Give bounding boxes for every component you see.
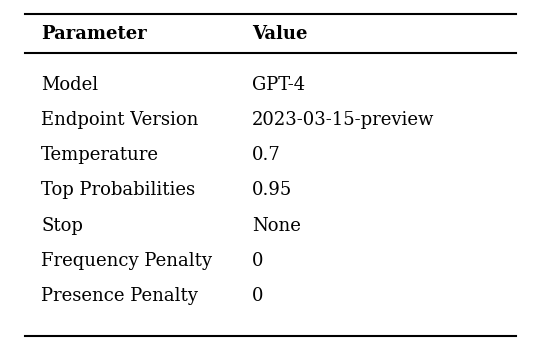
- Text: 0.7: 0.7: [252, 146, 281, 164]
- Text: Stop: Stop: [41, 217, 83, 235]
- Text: Parameter: Parameter: [41, 25, 147, 43]
- Text: Endpoint Version: Endpoint Version: [41, 111, 198, 129]
- Text: Top Probabilities: Top Probabilities: [41, 182, 195, 200]
- Text: None: None: [252, 217, 301, 235]
- Text: 2023-03-15-preview: 2023-03-15-preview: [252, 111, 435, 129]
- Text: Value: Value: [252, 25, 308, 43]
- Text: Model: Model: [41, 76, 98, 94]
- Text: 0: 0: [252, 287, 264, 305]
- Text: 0.95: 0.95: [252, 182, 293, 200]
- Text: Temperature: Temperature: [41, 146, 159, 164]
- Text: 0: 0: [252, 252, 264, 270]
- Text: Presence Penalty: Presence Penalty: [41, 287, 198, 305]
- Text: GPT-4: GPT-4: [252, 76, 306, 94]
- Text: Frequency Penalty: Frequency Penalty: [41, 252, 212, 270]
